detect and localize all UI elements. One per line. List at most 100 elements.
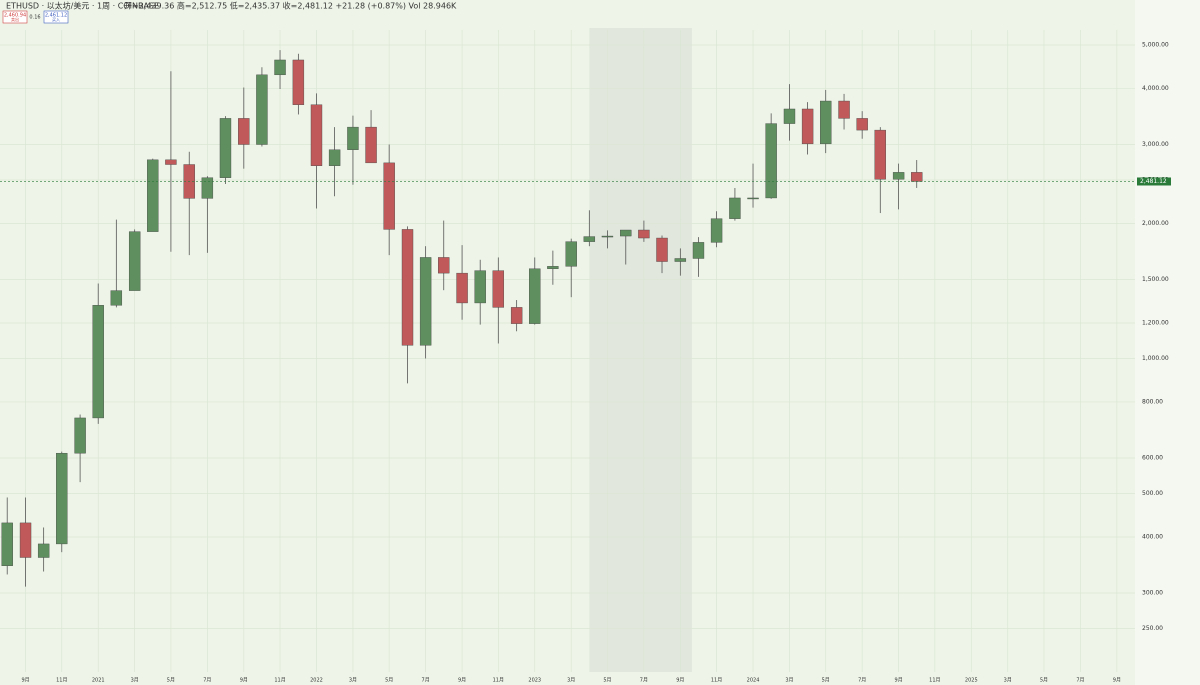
candle-body xyxy=(620,229,632,237)
candle-body xyxy=(674,258,687,262)
x-tick-label: 7月 xyxy=(203,678,211,684)
x-tick-label: 5月 xyxy=(1040,678,1048,684)
x-tick-label: 2022 xyxy=(310,678,323,684)
shaded-region xyxy=(589,28,692,672)
candle-body xyxy=(383,162,395,230)
candle-body xyxy=(74,417,86,454)
x-tick-label: 5月 xyxy=(822,678,830,684)
sell-label: 卖出 xyxy=(11,16,19,22)
candle-body xyxy=(492,270,505,308)
candle-body xyxy=(110,290,123,306)
candle-body xyxy=(565,241,577,267)
x-tick-label: 3月 xyxy=(131,678,139,684)
y-tick-label: 1,500.00 xyxy=(1142,276,1169,283)
candle-body xyxy=(401,229,414,346)
candle-body xyxy=(601,235,614,238)
y-tick-label: 400.00 xyxy=(1142,533,1163,540)
candle-body xyxy=(328,149,341,166)
x-tick-label: 3月 xyxy=(1004,678,1012,684)
candle-body xyxy=(692,242,705,259)
x-tick-label: 11月 xyxy=(493,678,504,684)
candle-body xyxy=(892,172,905,180)
candle-body xyxy=(56,452,68,545)
x-tick-label: 7月 xyxy=(858,678,866,684)
x-tick-label: 3月 xyxy=(349,678,357,684)
candle-body xyxy=(238,118,250,145)
price-axis xyxy=(1135,0,1200,685)
candle-body xyxy=(583,236,596,242)
x-tick-label: 2024 xyxy=(747,678,760,684)
candle-body xyxy=(92,305,104,419)
last-price-tag xyxy=(1137,177,1171,186)
y-tick-label: 1,200.00 xyxy=(1142,319,1169,326)
y-tick-label: 250.00 xyxy=(1142,625,1163,632)
sell-box[interactable] xyxy=(2,10,28,24)
candle-body xyxy=(292,59,305,105)
candle-body xyxy=(729,197,741,219)
y-tick-label: 800.00 xyxy=(1142,398,1163,405)
candle-body xyxy=(801,108,814,145)
candle-body xyxy=(256,74,268,145)
candle-body xyxy=(710,218,723,243)
y-tick-label: 5,000.00 xyxy=(1142,41,1169,48)
x-tick-label: 11月 xyxy=(56,678,67,684)
ohlc-summary: 开=2,439.36 高=2,512.75 低=2,435.37 收=2,481… xyxy=(124,1,457,11)
candle-body xyxy=(438,257,450,274)
y-tick-label: 300.00 xyxy=(1142,590,1163,597)
candle-body xyxy=(128,231,141,291)
last-price-label: 2,481.12 xyxy=(1140,178,1167,185)
candle-body xyxy=(147,159,159,232)
candle-body xyxy=(656,237,668,262)
candle-body xyxy=(747,197,759,200)
candle-body xyxy=(474,270,486,304)
y-tick-label: 600.00 xyxy=(1142,455,1163,462)
candle-body xyxy=(310,104,323,166)
candle-body xyxy=(783,108,796,124)
x-tick-label: 2023 xyxy=(528,678,541,684)
x-tick-label: 9月 xyxy=(21,678,29,684)
y-tick-label: 4,000.00 xyxy=(1142,85,1169,92)
candle-body xyxy=(201,177,214,199)
x-tick-label: 7月 xyxy=(1076,678,1084,684)
x-tick-label: 9月 xyxy=(676,678,684,684)
candle-body xyxy=(874,129,886,180)
candle-body xyxy=(638,229,650,239)
x-tick-label: 9月 xyxy=(240,678,248,684)
candle-body xyxy=(529,268,541,324)
candle-body xyxy=(1,522,13,566)
y-tick-label: 3,000.00 xyxy=(1142,141,1169,148)
buy-box[interactable] xyxy=(43,10,69,24)
buy-price: 2,461.12 xyxy=(45,13,67,19)
candle-body xyxy=(347,126,359,150)
x-tick-label: 5月 xyxy=(603,678,611,684)
y-tick-label: 500.00 xyxy=(1142,490,1163,497)
candle-body xyxy=(19,522,32,558)
candle-body xyxy=(838,100,850,119)
x-tick-label: 3月 xyxy=(567,678,575,684)
candle-body xyxy=(547,266,559,269)
candle-body xyxy=(165,159,177,165)
x-tick-label: 9月 xyxy=(1113,678,1121,684)
spread: 0.16 xyxy=(29,15,40,21)
x-tick-label: 5月 xyxy=(167,678,175,684)
x-tick-label: 5月 xyxy=(385,678,393,684)
candle-body xyxy=(37,543,50,558)
candle-body xyxy=(911,172,923,182)
x-tick-label: 7月 xyxy=(640,678,648,684)
candle-body xyxy=(274,59,286,76)
x-tick-label: 2025 xyxy=(965,678,978,684)
x-tick-label: 2021 xyxy=(92,678,105,684)
x-tick-label: 9月 xyxy=(458,678,466,684)
candle-body xyxy=(856,118,868,131)
candle-body xyxy=(419,257,432,346)
y-tick-label: 1,000.00 xyxy=(1142,355,1169,362)
symbol-title: ETHUSD · 以太坊/美元 · 1周 · COINBASE xyxy=(6,1,159,11)
x-tick-label: 7月 xyxy=(422,678,430,684)
y-tick-label: 2,000.00 xyxy=(1142,220,1169,227)
candle-body xyxy=(765,123,777,199)
x-tick-label: 9月 xyxy=(895,678,903,684)
x-tick-label: 11月 xyxy=(929,678,940,684)
candle-body xyxy=(365,126,377,164)
buy-label: 买入 xyxy=(52,16,60,22)
